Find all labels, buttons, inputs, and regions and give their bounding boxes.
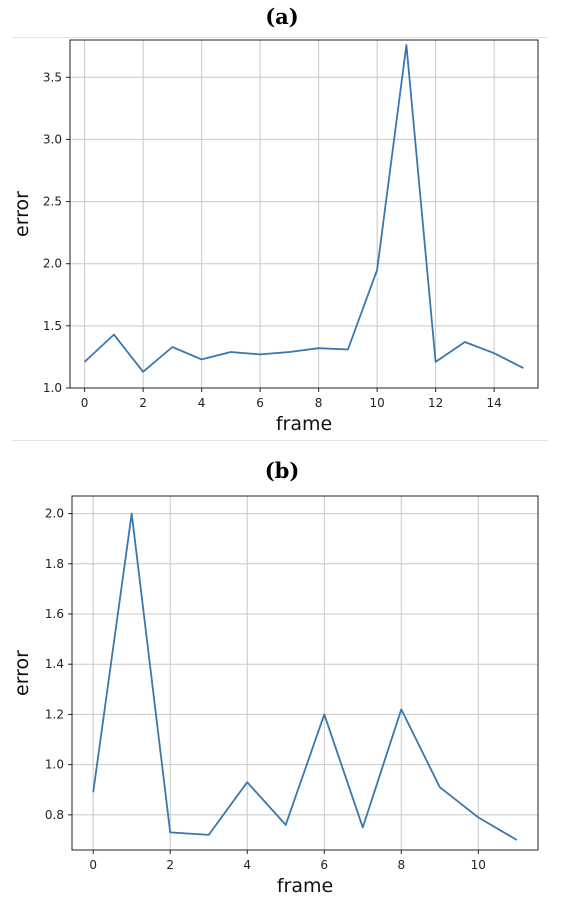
chart-b-xtick-label: 6 [320, 858, 328, 872]
chart-a-frame [69, 39, 539, 389]
chart-b-xtick-label: 0 [89, 858, 97, 872]
chart-b-axes-frame [71, 495, 539, 851]
chart-b-xlabel: frame [277, 875, 333, 897]
panel-b-label: (b) [264, 458, 300, 483]
chart-b-ticks: 0 2 4 6 8 10 0.8 1.0 1.2 1.4 1.6 1.8 2.0 [45, 507, 486, 872]
chart-b-ytick-label: 0.8 [45, 808, 64, 822]
chart-b-frame [71, 495, 539, 851]
panel-a-top-divider [12, 37, 548, 38]
chart-b-ytick-label: 1.0 [45, 758, 64, 772]
chart-a-ytick-label: 2.5 [43, 195, 62, 209]
chart-b-ytick-label: 1.6 [45, 607, 64, 621]
chart-a-xtick-label: 14 [486, 396, 501, 410]
chart-a: 0 2 4 6 8 10 12 14 1.0 1.5 2.0 2.5 3.0 3.5 frame erro… [11, 39, 539, 435]
chart-a-axes-frame [69, 39, 539, 389]
chart-a-ytick-label: 1.0 [43, 381, 62, 395]
chart-b-xtick-label: 8 [397, 858, 405, 872]
chart-b-ylabel: error [11, 650, 33, 696]
chart-a-ytick-label: 2.0 [43, 257, 62, 271]
chart-b-xtick-label: 4 [243, 858, 251, 872]
chart-b-ytick-label: 1.4 [45, 657, 64, 671]
chart-b-line-group [92, 512, 518, 841]
panel-a-label: (a) [265, 4, 299, 29]
chart-a-grid [70, 40, 538, 389]
chart-b-series-line [92, 512, 518, 841]
chart-a-ytick-label: 3.0 [43, 132, 62, 146]
chart-a-ylabel: error [11, 191, 33, 237]
chart-b-ytick-label: 2.0 [45, 507, 64, 521]
chart-a-xtick-label: 10 [369, 396, 384, 410]
chart-a-ticks: 0 2 4 6 8 10 12 14 1.0 1.5 2.0 2.5 3.0 3.5 [43, 70, 502, 410]
chart-a-xlabel: frame [276, 413, 332, 435]
chart-a-line-group [83, 44, 524, 373]
chart-b-ytick-label: 1.8 [45, 557, 64, 571]
chart-b-xtick-label: 2 [166, 858, 174, 872]
chart-a-xtick-label: 12 [428, 396, 443, 410]
chart-b-ytick-label: 1.2 [45, 707, 64, 721]
chart-b-grid [72, 496, 538, 850]
chart-a-xtick-label: 8 [315, 396, 323, 410]
chart-a-xtick-label: 4 [198, 396, 206, 410]
chart-a-series-line [83, 44, 524, 373]
chart-b-xtick-label: 10 [471, 858, 486, 872]
panel-divider [12, 440, 548, 441]
chart-a-xtick-label: 0 [81, 396, 89, 410]
chart-a-ytick-label: 1.5 [43, 319, 62, 333]
chart-a-xtick-label: 6 [256, 396, 264, 410]
chart-a-ytick-label: 3.5 [43, 70, 62, 84]
chart-a-xtick-label: 2 [139, 396, 147, 410]
